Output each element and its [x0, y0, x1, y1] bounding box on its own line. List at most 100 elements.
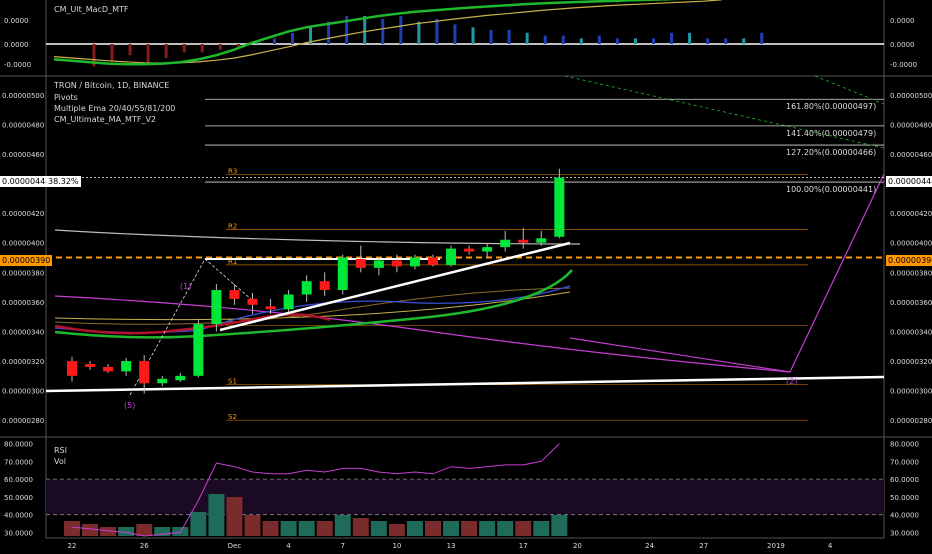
macd-histogram-bar	[399, 16, 403, 44]
candle-body	[211, 290, 222, 325]
macd-histogram-bar	[110, 44, 114, 61]
price-axis-label-left: 0.00000280	[2, 417, 44, 425]
macd-histogram-bar	[92, 44, 96, 67]
macd-histogram-bar	[146, 44, 150, 64]
indicator-ma-mtf[interactable]: CM_Ultimate_MA_MTF_V2	[54, 115, 157, 124]
macd-axis-label-left: -0.0000	[4, 61, 31, 69]
volume-bar	[136, 524, 153, 536]
x-axis-label: 2019	[767, 542, 785, 550]
pivot-label: S1	[228, 378, 237, 386]
x-axis-label: 22	[68, 542, 77, 550]
volume-bar	[298, 521, 315, 536]
macd-histogram-bar	[615, 38, 619, 44]
candle-body	[464, 248, 475, 252]
candle-body	[139, 361, 150, 384]
macd-signal-line	[53, 0, 722, 64]
price-axis-label-right: 0.00000500	[890, 92, 932, 100]
rsi-axis-label-right: 50.0000	[890, 494, 919, 502]
price-axis-label-left: 0.00000380	[2, 269, 44, 277]
wave-label-5: (5)	[124, 401, 135, 410]
price-axis-label-left: 0.00000340	[2, 328, 44, 336]
volume-bar	[154, 527, 171, 536]
current-price-tag-left: 0.00000444	[0, 176, 53, 187]
price-axis-label-left: 0.00000400	[2, 240, 44, 248]
price-axis-label-right: 0.00000460	[890, 151, 932, 159]
rsi-line	[71, 443, 560, 537]
rsi-band	[46, 479, 884, 515]
macd-histogram-bar	[688, 32, 692, 44]
moving-average-line	[54, 313, 331, 335]
volume-bar	[497, 521, 514, 536]
candle-body	[337, 257, 348, 291]
x-axis-label: 24	[645, 542, 654, 550]
volume-bar	[370, 521, 387, 536]
price-axis-label-left: 0.00000300	[2, 388, 44, 396]
indicator-ema[interactable]: Multiple Ema 20/40/55/81/200	[54, 104, 176, 113]
price-axis-label-left: 0.00000320	[2, 358, 44, 366]
panel-dividers	[0, 0, 932, 539]
macd-histogram-bar	[182, 44, 186, 53]
price-panel[interactable]: 161.80%(0.00000497) 141.40%(0.00000479) 12…	[45, 75, 885, 421]
candle-body	[157, 378, 168, 384]
volume-bar	[280, 521, 297, 536]
volume-bar	[406, 521, 423, 536]
x-axis-label: 26	[140, 542, 149, 550]
price-axis-label-left: 0.00000500	[2, 92, 44, 100]
candle-body	[518, 239, 529, 243]
macd-histogram-bar	[236, 44, 240, 47]
rsi-panel[interactable]	[46, 443, 884, 537]
projection-dashed-line	[564, 75, 885, 149]
macd-histogram-bar	[561, 35, 565, 44]
price-axis-label-right: 0.00000420	[890, 210, 932, 218]
vol-title: Vol	[54, 457, 66, 466]
macd-histogram-bar	[381, 18, 385, 44]
pivot-label: R2	[228, 222, 237, 230]
macd-histogram-bar	[272, 38, 276, 44]
ascending-trendline	[219, 241, 571, 332]
fib-level-label: 100.00%(0.00000441)	[786, 185, 876, 194]
x-axis-label: 27	[699, 542, 708, 550]
volume-bar	[515, 521, 532, 536]
macd-histogram-bar	[164, 44, 168, 58]
macd-axis-label-right: 0.0000	[890, 41, 915, 49]
volume-bar	[443, 521, 460, 536]
candle-body	[103, 366, 114, 372]
macd-histogram-bar	[597, 35, 601, 44]
macd-histogram-bar	[724, 38, 728, 44]
price-axis-label-left: 0.00000480	[2, 121, 44, 129]
x-axis-label: 20	[573, 542, 582, 550]
macd-histogram-bar	[760, 32, 764, 44]
macd-histogram-bar	[471, 27, 475, 44]
macd-histogram-bar	[742, 38, 746, 44]
price-axis-label-right: 0.00000480	[890, 121, 932, 129]
candle-body	[247, 298, 258, 305]
macd-histogram-bar	[363, 16, 367, 44]
candle-body	[301, 281, 312, 295]
price-axis-label-right: 0.00000320	[890, 358, 932, 366]
macd-histogram-bar	[417, 21, 421, 44]
rsi-axis-label-left: 70.0000	[4, 458, 33, 466]
candle-body	[121, 361, 132, 372]
macd-panel[interactable]	[46, 0, 884, 67]
indicator-pivots[interactable]: Pivots	[54, 93, 78, 102]
macd-histogram-bar	[652, 38, 655, 44]
candle-body	[554, 177, 565, 237]
candle-body	[355, 258, 366, 268]
candle-body	[482, 247, 493, 252]
macd-histogram-bar	[543, 35, 547, 44]
volume-bar	[262, 521, 279, 536]
pivot-label: R1	[228, 258, 237, 266]
moving-average-line	[54, 295, 791, 373]
candle-body	[500, 239, 511, 248]
macd-axis-label-right: 0.0000	[890, 17, 915, 25]
macd-histogram-bar	[309, 27, 313, 44]
volume-bar	[388, 524, 405, 536]
symbol-title: TRON / Bitcoin, 1D, BINANCE	[54, 81, 170, 90]
rsi-axis-label-left: 40.0000	[4, 512, 33, 520]
wave-label-2: (2)	[786, 377, 797, 386]
wave-dashed-path	[129, 258, 253, 396]
pivot-label: S2	[228, 413, 237, 421]
volume-bar	[82, 524, 99, 536]
